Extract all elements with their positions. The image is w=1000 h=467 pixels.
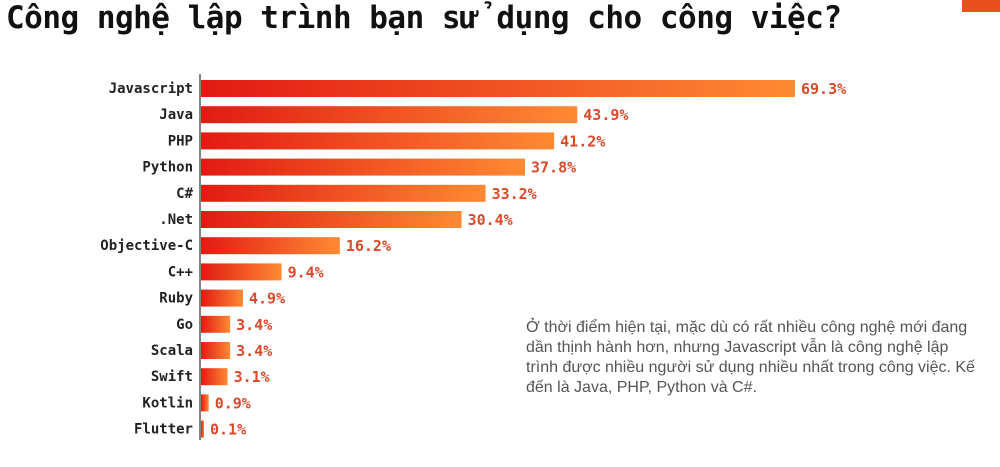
category-label-python: Python bbox=[142, 160, 193, 176]
category-label-javascript: Javascript bbox=[109, 81, 193, 97]
bar-javascript bbox=[201, 80, 795, 97]
bar-java bbox=[201, 106, 578, 124]
value-label-python: 37.8% bbox=[531, 159, 576, 177]
chart-note: Ở thời điểm hiện tại, mặc dù có rất nhiề… bbox=[526, 319, 975, 396]
value-label-swift: 3.1% bbox=[234, 368, 270, 386]
category-label-swift: Swift bbox=[151, 369, 193, 385]
category-label-flutter: Flutter bbox=[134, 422, 193, 438]
bar-python bbox=[201, 158, 525, 176]
value-label-flutter: 0.1% bbox=[210, 421, 246, 439]
value-label-c: 33.2% bbox=[492, 185, 537, 203]
category-label-go: Go bbox=[176, 317, 193, 333]
bar-objective-c bbox=[201, 237, 340, 255]
bar-flutter bbox=[201, 420, 204, 438]
value-label-kotlin: 0.9% bbox=[215, 394, 251, 412]
bar-swift bbox=[201, 368, 228, 386]
page-title: Công nghệ lập trình bạn sử dụng cho công… bbox=[6, 0, 842, 36]
category-label-c: C# bbox=[176, 186, 193, 202]
value-label-java: 43.9% bbox=[583, 106, 628, 124]
bar-kotlin bbox=[201, 394, 209, 412]
value-label-javascript: 69.3% bbox=[801, 80, 846, 98]
category-label-kotlin: Kotlin bbox=[142, 395, 193, 411]
value-label-go: 3.4% bbox=[236, 316, 272, 334]
value-label-c: 9.4% bbox=[288, 263, 324, 281]
bar-c bbox=[201, 184, 486, 202]
bar-c bbox=[201, 263, 282, 281]
category-label-ruby: Ruby bbox=[159, 291, 193, 307]
value-label-net: 30.4% bbox=[468, 211, 513, 229]
category-label-objective-c: Objective-C bbox=[100, 238, 193, 254]
category-label-c: C++ bbox=[168, 264, 193, 280]
bar-ruby bbox=[201, 289, 243, 307]
value-label-ruby: 4.9% bbox=[249, 290, 285, 308]
bar-net bbox=[201, 211, 462, 228]
category-label-java: Java bbox=[159, 107, 193, 123]
category-label-php: PHP bbox=[168, 133, 193, 149]
category-label-scala: Scala bbox=[151, 343, 193, 359]
bar-go bbox=[201, 315, 231, 333]
value-label-scala: 3.4% bbox=[236, 342, 272, 360]
category-label-net: .Net bbox=[159, 212, 193, 228]
value-label-objective-c: 16.2% bbox=[346, 237, 391, 255]
corner-badge bbox=[962, 0, 1000, 12]
bar-scala bbox=[201, 342, 231, 359]
bar-php bbox=[201, 132, 555, 150]
value-label-php: 41.2% bbox=[560, 132, 605, 150]
